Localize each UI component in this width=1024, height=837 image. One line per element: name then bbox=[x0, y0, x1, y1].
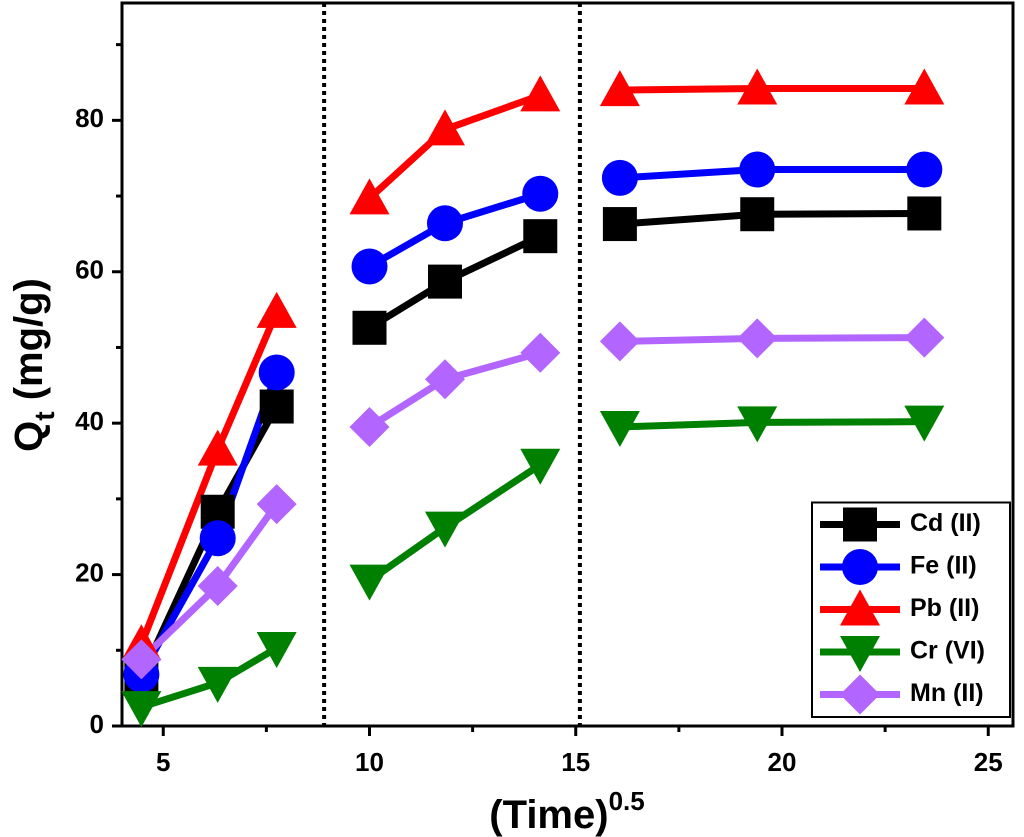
y-tick-label: 0 bbox=[90, 709, 104, 739]
marker bbox=[259, 389, 294, 424]
series-line bbox=[619, 418, 925, 431]
marker bbox=[599, 410, 640, 447]
marker bbox=[601, 159, 638, 196]
marker bbox=[424, 359, 465, 400]
marker bbox=[197, 429, 238, 466]
marker bbox=[197, 666, 238, 703]
y-tick-label: 20 bbox=[75, 557, 104, 587]
marker bbox=[740, 197, 775, 232]
marker bbox=[907, 196, 942, 231]
marker bbox=[737, 318, 778, 359]
marker bbox=[349, 406, 390, 447]
x-axis-label: (Time)0.5 bbox=[489, 786, 644, 837]
marker bbox=[121, 691, 162, 728]
marker bbox=[840, 674, 880, 715]
marker bbox=[520, 448, 561, 485]
y-tick-label: 80 bbox=[75, 103, 104, 133]
marker bbox=[349, 178, 390, 215]
marker bbox=[906, 151, 943, 188]
y-tick-label: 40 bbox=[75, 406, 104, 436]
marker bbox=[424, 109, 465, 146]
marker bbox=[737, 68, 778, 105]
y-axis-label: Qt (mg/g) bbox=[7, 278, 60, 452]
legend-label: Fe (II) bbox=[910, 552, 977, 580]
x-tick-label: 10 bbox=[355, 747, 384, 777]
marker bbox=[351, 248, 388, 285]
marker bbox=[842, 549, 878, 585]
marker bbox=[520, 75, 561, 112]
marker bbox=[843, 507, 877, 542]
y-tick-label: 60 bbox=[75, 255, 104, 285]
x-label-sup: 0.5 bbox=[609, 786, 645, 816]
x-tick-label: 20 bbox=[768, 747, 797, 777]
marker bbox=[256, 484, 297, 525]
y-label-main: Q bbox=[7, 421, 51, 452]
marker bbox=[737, 406, 778, 443]
marker bbox=[258, 354, 295, 391]
series-line bbox=[619, 85, 925, 94]
x-tick-label: 5 bbox=[156, 747, 170, 777]
marker bbox=[427, 264, 462, 299]
marker bbox=[739, 151, 776, 188]
marker bbox=[602, 207, 637, 242]
y-label-sub: t bbox=[29, 411, 60, 420]
marker bbox=[197, 565, 238, 606]
legend-label: Cd (II) bbox=[910, 509, 981, 537]
marker bbox=[904, 68, 945, 105]
marker bbox=[424, 511, 465, 548]
y-label-rest: (mg/g) bbox=[7, 278, 51, 411]
marker bbox=[352, 310, 387, 345]
marker bbox=[522, 175, 559, 212]
x-tick-label: 25 bbox=[974, 747, 1003, 777]
legend-label: Pb (II) bbox=[910, 594, 979, 622]
marker bbox=[199, 520, 236, 557]
marker bbox=[599, 70, 640, 107]
x-label-main: (Time) bbox=[489, 793, 608, 837]
marker bbox=[426, 205, 463, 242]
marker bbox=[523, 219, 558, 254]
marker bbox=[256, 632, 297, 669]
marker bbox=[121, 639, 162, 680]
series-line bbox=[367, 349, 542, 430]
marker bbox=[904, 405, 945, 442]
marker bbox=[256, 291, 297, 328]
plot-frame bbox=[120, 1, 1015, 728]
marker bbox=[599, 321, 640, 362]
marker bbox=[349, 564, 390, 601]
marker bbox=[520, 332, 561, 373]
series-line bbox=[367, 92, 542, 201]
marker bbox=[904, 317, 945, 358]
legend-label: Cr (VI) bbox=[910, 637, 985, 665]
x-tick-label: 15 bbox=[561, 747, 590, 777]
marker bbox=[840, 589, 880, 626]
legend-label: Mn (II) bbox=[910, 679, 984, 707]
marker bbox=[840, 636, 880, 672]
